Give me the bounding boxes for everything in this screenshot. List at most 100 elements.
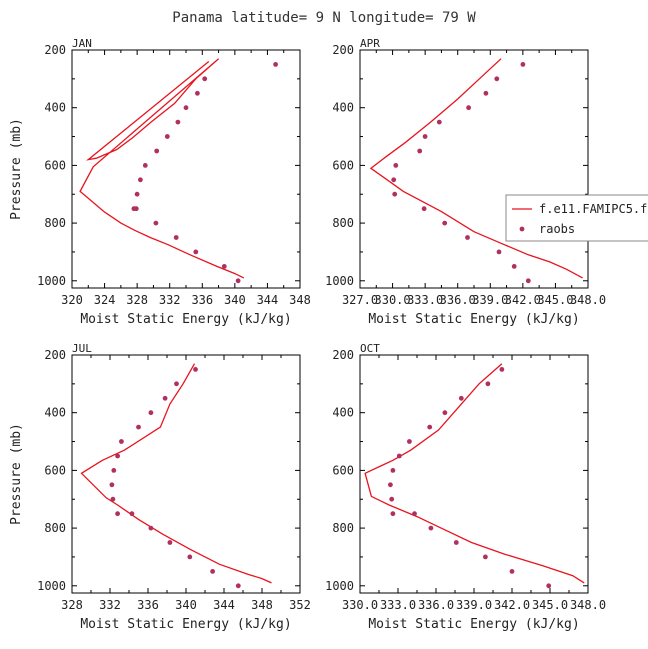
y-tick-label: 400 (332, 101, 354, 115)
series-point-raobs (162, 395, 168, 401)
y-tick-label: 600 (332, 463, 354, 477)
y-tick-label: 1000 (37, 579, 66, 593)
x-axis-label: Moist Static Energy (kJ/kg) (80, 312, 291, 327)
x-tick-label: 342.0 (505, 293, 541, 307)
x-axis-label: Moist Static Energy (kJ/kg) (368, 617, 579, 632)
legend-point-swatch (519, 226, 525, 232)
series-point-raobs (494, 76, 500, 82)
series-point-raobs (390, 468, 396, 473)
panel-oct: OCT 330.0 333.0 336.0 339.0 342.0 345.0 348.0 20… (325, 342, 606, 632)
x-tick-label: 345.0 (537, 293, 573, 307)
series-line-model (79, 58, 245, 279)
series-point-raobs (175, 119, 181, 125)
series-point-raobs (129, 511, 135, 517)
series-point-raobs (193, 249, 199, 255)
series-point-raobs (412, 511, 417, 517)
panel-label: JAN (72, 37, 92, 50)
series-point-raobs (496, 249, 502, 255)
series-point-raobs (115, 453, 120, 459)
x-tick-label: 348 (251, 598, 273, 612)
panel-apr: APR 327.0330.0333.0336.0339.0342.0345.034… (325, 37, 648, 327)
y-tick-label: 400 (44, 101, 66, 115)
x-tick-label: 328 (126, 293, 148, 307)
plot-frame (359, 354, 589, 594)
series-point-raobs (110, 496, 116, 502)
series-point-raobs (235, 583, 241, 589)
x-tick-label: 333.0 (407, 293, 443, 307)
y-tick-label: 200 (332, 43, 354, 57)
series-point-raobs (134, 191, 140, 197)
series-point-raobs (483, 90, 489, 96)
series-point-raobs (148, 410, 154, 416)
panel-jan: JAN 320 324 328 332 336 340 344 348 200 400 600 800 1… (9, 37, 311, 327)
x-tick-label: 348 (289, 293, 311, 307)
series-point-raobs (167, 540, 173, 545)
series-line-model (80, 363, 272, 584)
series-point-raobs (133, 206, 139, 212)
legend-entry-model: f.e11.FAMIPC5.f (539, 202, 647, 216)
x-tick-label: 340 (175, 598, 197, 612)
y-tick-label: 200 (44, 348, 66, 362)
x-axis-label: Moist Static Energy (kJ/kg) (80, 617, 291, 632)
x-tick-label: 332 (159, 293, 181, 307)
panel-label: OCT (360, 342, 380, 355)
y-tick-label: 400 (332, 406, 354, 420)
x-tick-label: 340 (224, 293, 246, 307)
series-point-raobs (388, 482, 393, 488)
x-tick-label: 327.0 (342, 293, 378, 307)
y-tick-label: 200 (332, 348, 354, 362)
panel-jul: JUL 328 332 336 340 344 348 352 200 400 600 800 1000… (9, 342, 311, 632)
y-axis-label: Pressure (mb) (9, 423, 24, 525)
x-tick-label: 336.0 (418, 598, 454, 612)
series-point-raobs (138, 177, 143, 183)
figure-title: Panama latitude= 9 N longitude= 79 W (172, 10, 476, 26)
series-point-raobs (195, 90, 200, 96)
series-point-raobs (428, 525, 434, 531)
series-point-raobs (466, 105, 471, 111)
plot-frame (71, 354, 301, 594)
series-point-raobs (391, 177, 397, 183)
series-line-model (364, 363, 585, 584)
x-tick-label: 336 (191, 293, 213, 307)
y-tick-label: 1000 (37, 274, 66, 288)
x-axis-label: Moist Static Energy (kJ/kg) (368, 312, 579, 327)
y-tick-label: 600 (44, 463, 66, 477)
series-point-raobs (436, 119, 442, 125)
x-tick-label: 320 (61, 293, 83, 307)
series-point-raobs (483, 554, 488, 560)
series-point-raobs (465, 235, 470, 240)
series-point-raobs (221, 264, 227, 269)
series-point-raobs (148, 525, 154, 531)
series-point-raobs (193, 367, 198, 372)
x-tick-label: 345.0 (532, 598, 568, 612)
y-tick-label: 1000 (325, 274, 354, 288)
series-point-raobs (453, 540, 459, 545)
series-point-raobs (442, 410, 448, 416)
series-point-raobs (142, 163, 148, 168)
series-point-raobs (392, 191, 398, 197)
x-tick-label: 344 (213, 598, 235, 612)
series-point-raobs (390, 511, 396, 517)
y-tick-label: 800 (44, 521, 66, 535)
y-tick-label: 400 (44, 406, 66, 420)
series-point-raobs (210, 569, 216, 574)
series-point-raobs (427, 424, 433, 430)
x-tick-label: 336 (137, 598, 159, 612)
series-point-raobs (154, 148, 160, 154)
series-point-raobs (273, 62, 278, 67)
x-tick-label: 339.0 (456, 598, 492, 612)
series-point-raobs (109, 482, 115, 488)
panel-label: JUL (72, 342, 92, 355)
y-tick-label: 600 (332, 158, 354, 172)
x-tick-label: 330.0 (342, 598, 378, 612)
y-tick-label: 800 (44, 216, 66, 230)
x-tick-label: 328 (61, 598, 83, 612)
y-tick-label: 200 (44, 43, 66, 57)
legend-entry-raobs: raobs (539, 222, 575, 236)
x-tick-label: 352 (289, 598, 311, 612)
y-tick-label: 1000 (325, 579, 354, 593)
series-line-model (369, 58, 583, 279)
series-point-raobs (525, 278, 531, 284)
series-point-raobs (422, 134, 428, 139)
